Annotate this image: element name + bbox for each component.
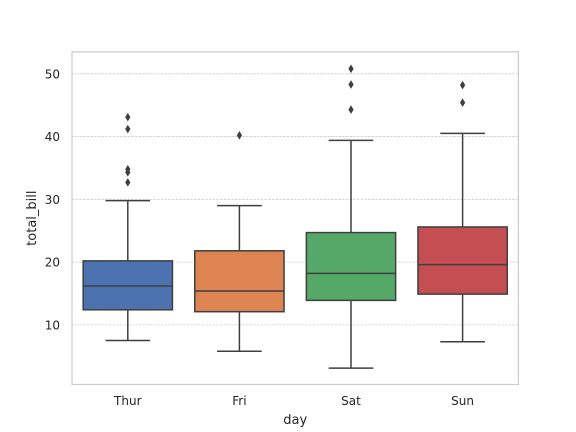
boxes [82, 64, 508, 369]
y-tick-label: 10 [45, 318, 60, 332]
x-tick-labels: Thur Fri Sat Sun [113, 394, 474, 408]
y-tick-label: 40 [45, 130, 60, 144]
box-sat [305, 64, 397, 369]
outlier-point [125, 112, 131, 122]
outlier-point [459, 80, 466, 90]
x-tick-label: Fri [232, 394, 246, 408]
box-sun [417, 80, 508, 343]
y-axis-label: total_bill [25, 190, 40, 245]
outlier-point [348, 105, 354, 114]
x-axis-label: day [283, 413, 307, 428]
y-tick-label: 20 [45, 256, 60, 270]
x-tick-label: Sun [451, 394, 474, 408]
y-tick-label: 30 [45, 193, 60, 207]
iqr-box [194, 250, 285, 313]
outlier-point [459, 98, 466, 107]
iqr-box [417, 226, 508, 295]
x-tick-label: Thur [113, 394, 142, 408]
box-fri [194, 131, 285, 352]
outlier-point [125, 178, 131, 187]
outlier-point [348, 64, 354, 74]
iqr-box [305, 231, 397, 302]
box-thur [82, 112, 174, 342]
y-tick-labels: 10 20 30 40 50 [45, 67, 60, 332]
outlier-point [125, 164, 131, 174]
outlier-point [236, 131, 243, 140]
y-tick-label: 50 [45, 67, 60, 81]
outlier-point [348, 80, 354, 89]
x-tick-label: Sat [341, 394, 361, 408]
outlier-point [125, 124, 131, 134]
plot-frame [71, 51, 520, 386]
